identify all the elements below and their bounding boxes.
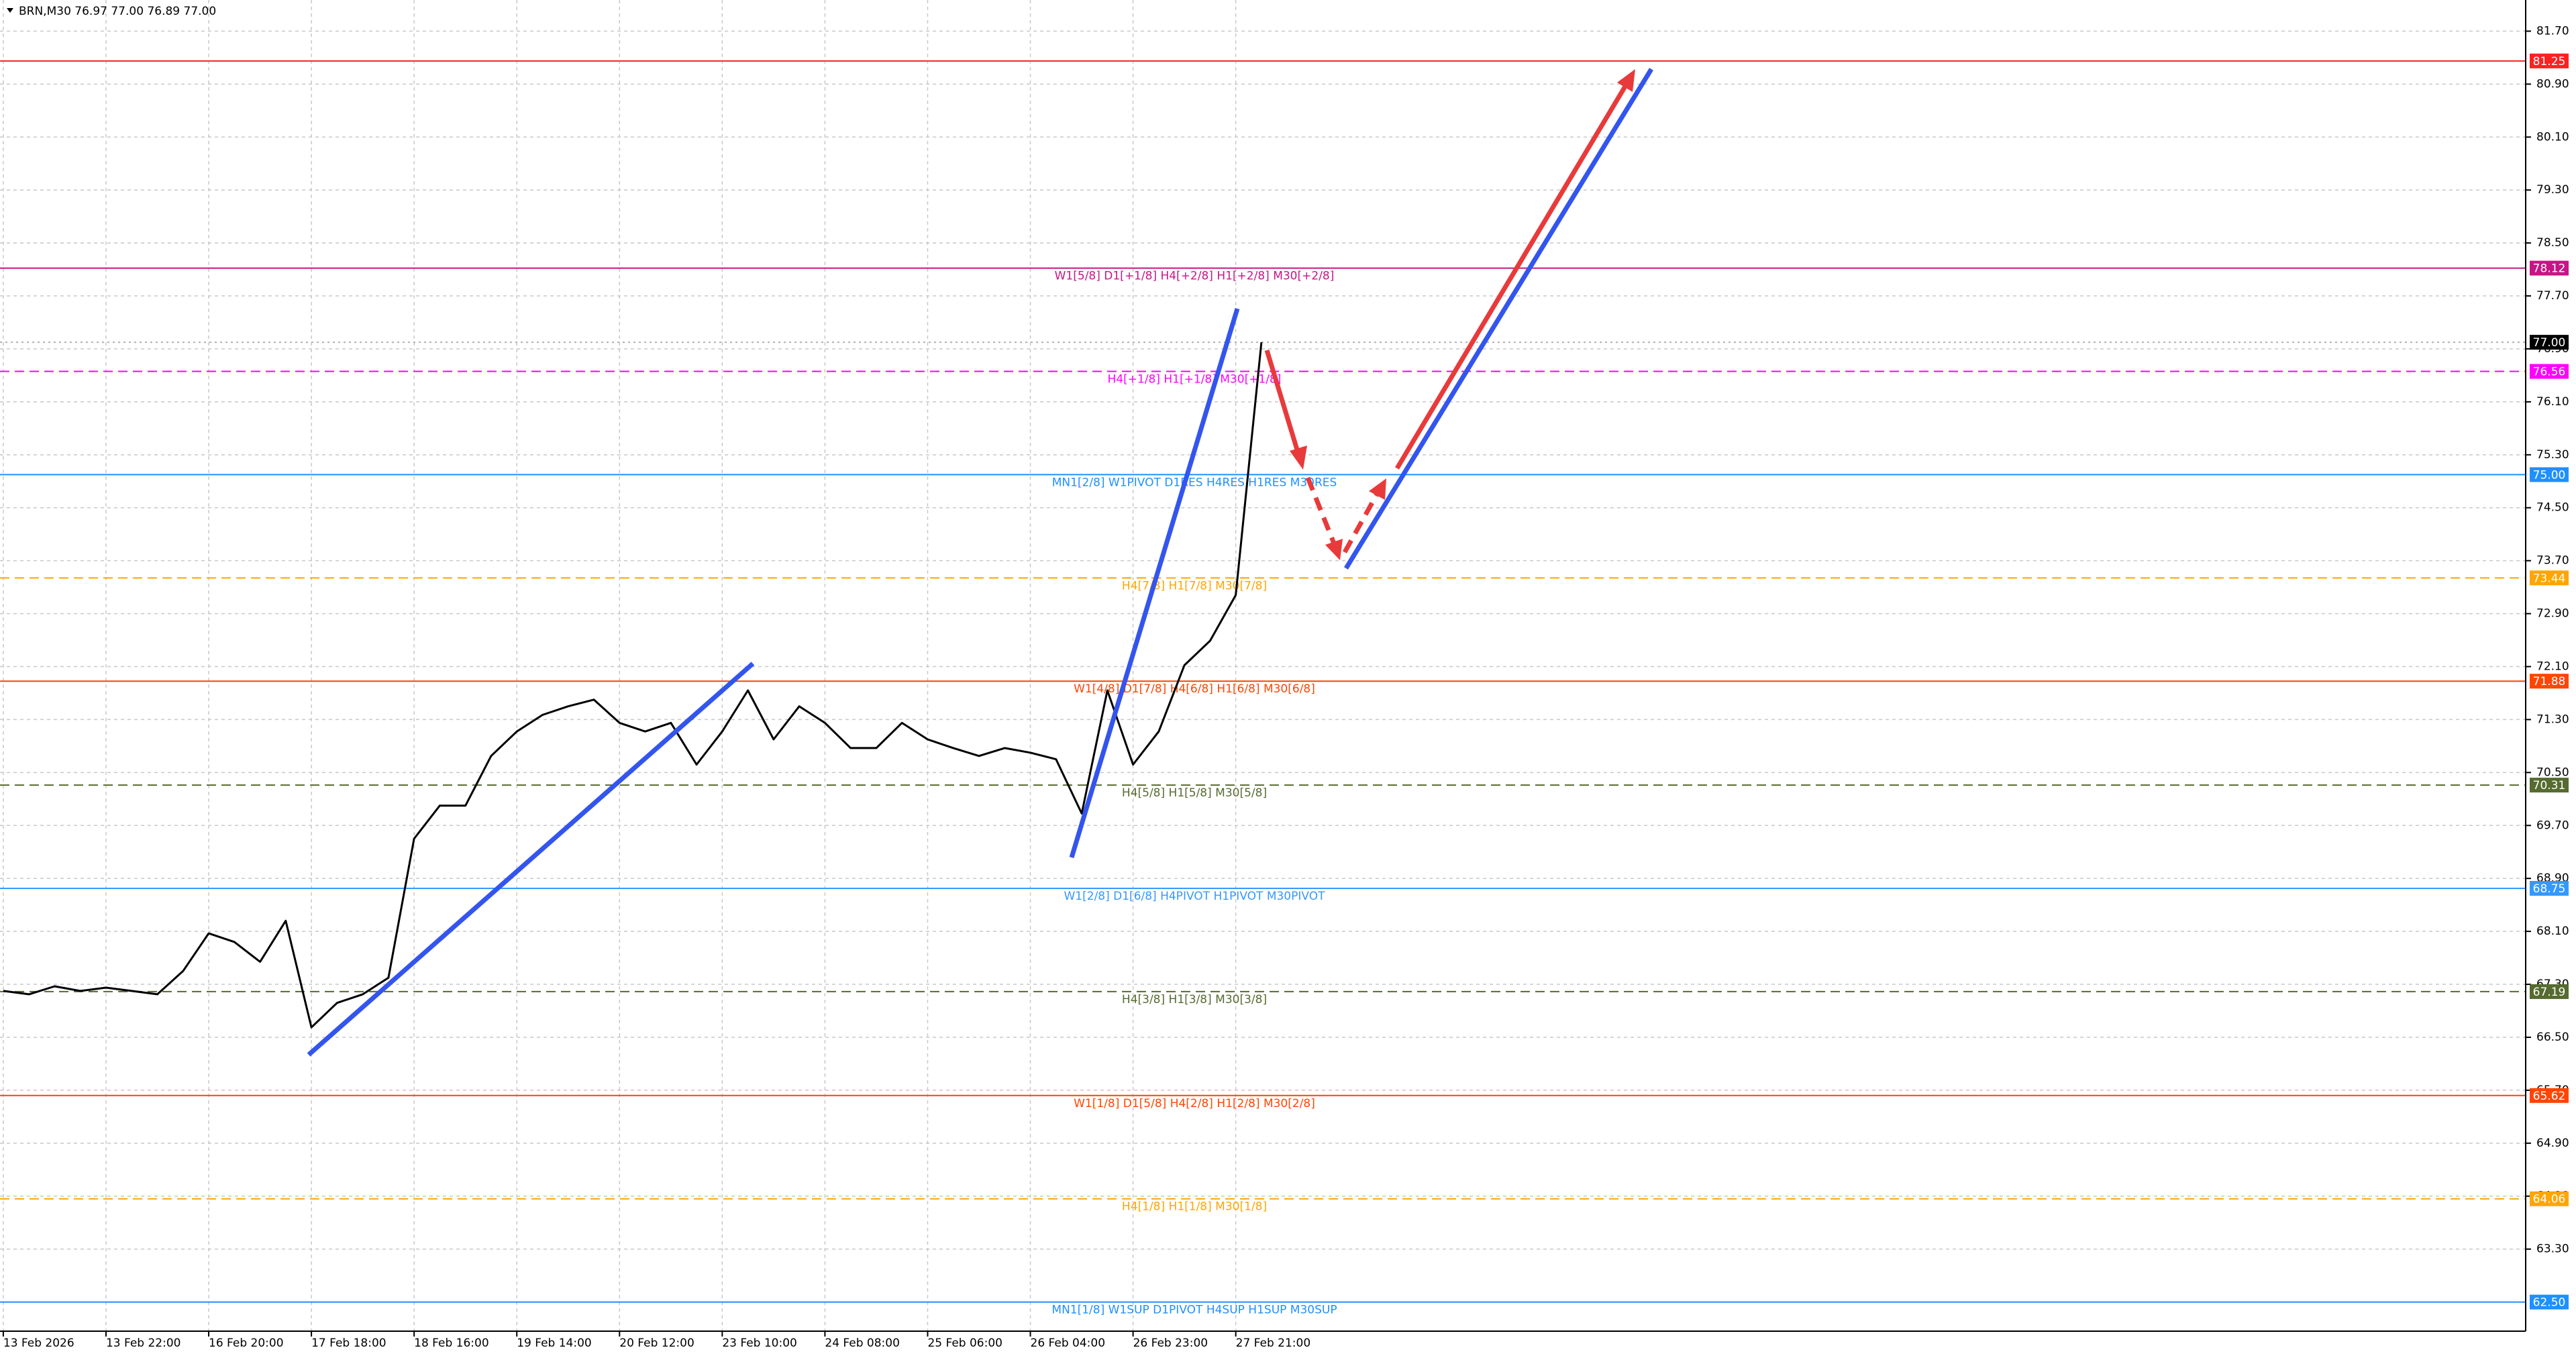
y-tick-label: 74.50	[2536, 501, 2569, 515]
price-tag	[2530, 674, 2569, 689]
price-tag-label: 64.06	[2533, 1193, 2566, 1206]
price-line	[3, 342, 1263, 1029]
price-tag-label: 78.12	[2533, 262, 2566, 276]
y-tick-label: 66.50	[2536, 1031, 2569, 1044]
price-tag-label: 68.75	[2533, 882, 2566, 896]
price-tag-label: 67.19	[2533, 986, 2566, 999]
y-tick-label: 69.70	[2536, 819, 2569, 832]
price-tag	[2530, 364, 2569, 379]
x-tick-label: 17 Feb 18:00	[311, 1337, 387, 1350]
price-tag	[2530, 570, 2569, 586]
y-tick-label: 63.30	[2536, 1243, 2569, 1256]
price-tag	[2530, 881, 2569, 896]
level-label: MN1[1/8] W1SUP D1PIVOT H4SUP H1SUP M30SU…	[1051, 1304, 1337, 1317]
level-label: W1[4/8] D1[7/8] H4[6/8] H1[6/8] M30[6/8]	[1074, 682, 1315, 696]
levels-layer: 81.25 W1[5/8] D1[+1/8] H4[+2/8] H1[+2/8] …	[0, 53, 2569, 1317]
x-tick-label: 27 Feb 21:00	[1236, 1337, 1311, 1350]
price-tag	[2530, 1191, 2569, 1206]
y-tick-label: 76.10	[2536, 395, 2569, 409]
price-tag-label: 65.62	[2533, 1090, 2566, 1103]
y-tick-label: 79.30	[2536, 183, 2569, 197]
arrow-head	[1369, 478, 1386, 500]
x-tick-label: 19 Feb 14:00	[517, 1337, 592, 1350]
level-label: H4[+1/8] H1[+1/8] M30[+1/8]	[1108, 373, 1282, 386]
x-tick-label: 13 Feb 22:00	[106, 1337, 181, 1350]
x-tick-label: 23 Feb 10:00	[722, 1337, 797, 1350]
x-tick-label: 25 Feb 06:00	[927, 1337, 1002, 1350]
y-tick-label: 70.50	[2536, 766, 2569, 779]
x-tick-label: 13 Feb 2026	[3, 1337, 74, 1350]
price-tag-label: 62.50	[2533, 1296, 2566, 1310]
price-tag-label: 76.56	[2533, 366, 2566, 379]
y-tick-label: 64.90	[2536, 1137, 2569, 1150]
y-tick-label: 78.50	[2536, 236, 2569, 250]
level-label: W1[1/8] D1[5/8] H4[2/8] H1[2/8] M30[2/8]	[1074, 1097, 1315, 1110]
price-tag	[2530, 778, 2569, 793]
price-tag-label: 81.25	[2533, 55, 2566, 68]
price-tag	[2530, 1088, 2569, 1103]
arrow	[1342, 490, 1381, 554]
price-tag	[2530, 260, 2569, 276]
y-tick-label: 71.30	[2536, 713, 2569, 726]
y-tick-label: 75.30	[2536, 448, 2569, 462]
x-tick-label: 26 Feb 23:00	[1133, 1337, 1208, 1350]
price-tag	[2530, 1294, 2569, 1310]
chart-title: BRN,M30 76.97 77.00 76.89 77.00	[19, 5, 216, 18]
arrow	[1264, 349, 1302, 458]
level-label: W1[2/8] D1[6/8] H4PIVOT H1PIVOT M30PIVOT	[1064, 890, 1326, 903]
x-tick-label: 26 Feb 04:00	[1031, 1337, 1106, 1350]
level-label: H4[1/8] H1[1/8] M30[1/8]	[1122, 1200, 1267, 1214]
price-tag	[2530, 467, 2569, 482]
price-tag-label: 73.44	[2533, 572, 2566, 585]
y-tick-label: 80.90	[2536, 77, 2569, 91]
arrow-head	[1617, 69, 1635, 92]
level-label: H4[7/8] H1[7/8] M30[7/8]	[1122, 579, 1267, 592]
y-tick-label: 68.10	[2536, 925, 2569, 938]
level-label: W1[5/8] D1[+1/8] H4[+2/8] H1[+2/8] M30[+…	[1055, 270, 1335, 283]
price-tag-label: 77.00	[2533, 336, 2566, 350]
price-tag-label: 75.00	[2533, 468, 2566, 482]
arrow	[1305, 476, 1338, 548]
price-tag-label: 70.31	[2533, 779, 2566, 792]
arrow-head	[1325, 539, 1343, 560]
trend-line	[1344, 68, 1653, 570]
price-tag	[2530, 335, 2569, 350]
y-tick-label: 77.70	[2536, 289, 2569, 303]
y-tick-label: 72.90	[2536, 607, 2569, 621]
level-label: H4[3/8] H1[3/8] M30[3/8]	[1122, 993, 1267, 1006]
level-label: MN1[2/8] W1PIVOT D1RES H4RES H1RES M30RE…	[1052, 476, 1337, 489]
x-tick-label: 24 Feb 08:00	[825, 1337, 900, 1350]
y-tick-label: 81.70	[2536, 24, 2569, 38]
menu-triangle[interactable]	[7, 8, 13, 13]
y-tick-label: 80.10	[2536, 130, 2569, 144]
x-tick-label: 20 Feb 12:00	[619, 1337, 694, 1350]
trend-line	[307, 662, 755, 1057]
arrow-head	[1290, 446, 1307, 470]
price-tag	[2530, 984, 2569, 999]
y-tick-label: 72.10	[2536, 660, 2569, 674]
arrow	[1394, 81, 1631, 470]
y-tick-label: 73.70	[2536, 554, 2569, 568]
annotations	[307, 68, 1653, 1057]
series-layer	[3, 342, 1263, 1029]
trend-line	[1069, 307, 1240, 859]
price-tag-label: 71.88	[2533, 675, 2566, 688]
price-tag	[2530, 53, 2569, 68]
level-label: H4[5/8] H1[5/8] M30[5/8]	[1122, 786, 1267, 800]
x-tick-label: 18 Feb 16:00	[414, 1337, 489, 1350]
x-tick-label: 16 Feb 20:00	[209, 1337, 284, 1350]
